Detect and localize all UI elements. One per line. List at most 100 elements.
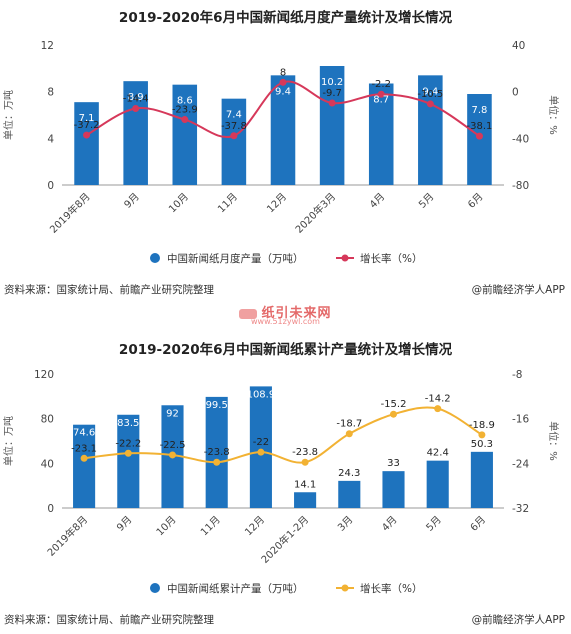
y-tick-label-left: 0 bbox=[47, 503, 54, 515]
line-point bbox=[279, 78, 287, 86]
bar bbox=[270, 75, 296, 185]
x-tick-label: 10月 bbox=[154, 514, 179, 539]
line-point bbox=[478, 431, 486, 439]
bar bbox=[123, 81, 148, 185]
bar-value-label: 24.3 bbox=[338, 468, 360, 479]
bar bbox=[426, 460, 449, 508]
line-value-label: -23.8 bbox=[292, 447, 318, 458]
line-value-label: -10.5 bbox=[417, 89, 443, 100]
legend-line-label: 增长率（%） bbox=[360, 252, 422, 265]
bar bbox=[73, 424, 96, 508]
line-value-label: -14.2 bbox=[425, 394, 451, 405]
bar-value-label: 7.4 bbox=[226, 110, 242, 121]
line-point bbox=[257, 448, 265, 456]
bar bbox=[470, 451, 493, 508]
bar-value-label: 42.4 bbox=[427, 448, 449, 459]
x-tick-label: 2020年3月 bbox=[292, 190, 338, 236]
x-tick-label: 6月 bbox=[468, 514, 488, 534]
line-point bbox=[328, 99, 336, 107]
bar-value-label: 33 bbox=[387, 458, 400, 469]
chart-title: 2019-2020年6月中国新闻纸累计产量统计及增长情况 bbox=[118, 342, 453, 358]
growth-rate-line bbox=[83, 406, 483, 464]
y-tick-label-left: 120 bbox=[34, 369, 54, 381]
y-tick-label-right: 0 bbox=[512, 87, 519, 99]
legend-line-label: 增长率（%） bbox=[360, 582, 422, 595]
bar-value-label: 92 bbox=[166, 408, 179, 419]
brand-logo-icon bbox=[239, 308, 258, 319]
x-tick-label: 9月 bbox=[122, 191, 142, 211]
bar-value-label: 8.6 bbox=[177, 96, 193, 107]
line-point bbox=[213, 458, 221, 466]
source-row: 资料来源：国家统计局、前瞻产业研究院整理 @前瞻经济学人APP bbox=[0, 282, 571, 300]
y-tick-label-right: -8 bbox=[512, 369, 522, 381]
monthly-production-chart: 0 4 8 12 -80 -40 0 40 单位：万吨 单位：% 2019年8月 9月 10月 11月 12… bbox=[2, 40, 560, 265]
line-value-label: -9.7 bbox=[322, 88, 342, 99]
line-point bbox=[426, 100, 434, 108]
legend-line-dot bbox=[341, 254, 349, 262]
line-point bbox=[230, 132, 238, 140]
y-tick-label-right: -24 bbox=[512, 458, 529, 470]
line-value-label: -14.4 bbox=[123, 93, 149, 104]
x-tick-label: 4月 bbox=[367, 191, 387, 211]
source-text: 资料来源：国家统计局、前瞻产业研究院整理 bbox=[4, 614, 214, 626]
line-point bbox=[80, 454, 88, 462]
brand-text: 纸引未来网 bbox=[261, 306, 332, 321]
y-axis-label-right: 单位：% bbox=[547, 421, 560, 461]
x-tick-label: 9月 bbox=[114, 514, 134, 534]
bar-value-label: 9.4 bbox=[422, 86, 438, 97]
line-point bbox=[475, 132, 483, 140]
legend-bar-marker bbox=[150, 583, 160, 593]
x-tick-label: 10月 bbox=[166, 191, 191, 216]
bar bbox=[294, 492, 317, 508]
app-credit: @前瞻经济学人APP bbox=[471, 614, 565, 626]
bar bbox=[338, 480, 361, 508]
y-tick-label-right: -40 bbox=[512, 133, 529, 145]
line-value-label: -37.2 bbox=[74, 120, 100, 131]
line-value-label: -2.2 bbox=[371, 79, 391, 90]
bar-value-label: 83.5 bbox=[117, 418, 139, 429]
y-tick-label-right: -32 bbox=[512, 503, 529, 515]
brand-logo: 纸引未来网 bbox=[0, 302, 571, 321]
x-tick-label: 3月 bbox=[335, 514, 355, 534]
line-value-label: -23.9 bbox=[172, 105, 198, 116]
line-point bbox=[301, 458, 309, 466]
y-tick-label-right: -80 bbox=[512, 180, 529, 192]
bar-value-label: 7.8 bbox=[471, 105, 487, 116]
bar bbox=[382, 471, 405, 508]
bar-value-label: 8.7 bbox=[373, 95, 389, 106]
line-value-label: -18.9 bbox=[469, 420, 495, 431]
legend-line-dot bbox=[341, 584, 349, 592]
bar-value-label: 7.1 bbox=[79, 113, 95, 124]
bar-value-label: 8.9 bbox=[128, 92, 144, 103]
x-tick-label: 2019年8月 bbox=[44, 513, 90, 559]
cumulative-production-chart: 0 40 80 120 -32 -24 -16 -8 单位：万吨 单位：% 2019年8月 9月 10月… bbox=[2, 369, 560, 595]
legend-bar-marker bbox=[150, 253, 160, 263]
bar-value-label: 10.2 bbox=[321, 77, 343, 88]
bar bbox=[221, 98, 247, 185]
line-point bbox=[377, 90, 385, 98]
line-value-label: -22.2 bbox=[115, 438, 141, 449]
line-point bbox=[169, 451, 176, 459]
y-tick-label-left: 40 bbox=[41, 458, 54, 470]
bar-value-label: 50.3 bbox=[471, 439, 493, 450]
x-tick-label: 6月 bbox=[466, 191, 486, 211]
y-tick-label-left: 80 bbox=[41, 414, 54, 426]
line-point bbox=[390, 410, 397, 418]
chart-panel-monthly: 2019-2020年6月中国新闻纸月度产量统计及增长情况 0 4 8 12 -80 -40… bbox=[0, 0, 571, 300]
line-point bbox=[434, 405, 442, 413]
x-tick-label: 12月 bbox=[265, 191, 290, 216]
bar bbox=[172, 84, 198, 185]
legend-bar-label: 中国新闻纸累计产量（万吨） bbox=[167, 582, 304, 595]
x-tick-label: 4月 bbox=[380, 514, 400, 534]
source-row: 资料来源：国家统计局、前瞻产业研究院整理 @前瞻经济学人APP bbox=[0, 612, 571, 630]
separator-watermark: 纸引未来网 www.51zywl.com bbox=[0, 300, 571, 330]
x-tick-label: 5月 bbox=[416, 191, 436, 211]
bar-value-label: 74.6 bbox=[73, 428, 95, 439]
line-value-label: -38.1 bbox=[467, 121, 493, 132]
line-value-label: 8 bbox=[280, 67, 286, 78]
y-axis-label-left: 单位：万吨 bbox=[2, 416, 15, 466]
source-text: 资料来源：国家统计局、前瞻产业研究院整理 bbox=[4, 284, 214, 296]
bar bbox=[368, 83, 394, 185]
x-tick-label: 12月 bbox=[242, 514, 267, 539]
x-tick-label: 2020年1-2月 bbox=[258, 513, 311, 566]
